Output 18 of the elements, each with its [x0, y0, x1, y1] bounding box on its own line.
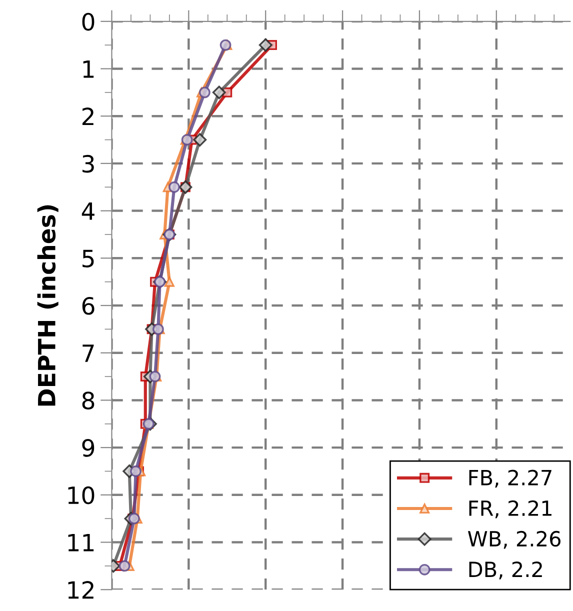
y-tick-label: 0: [82, 12, 94, 31]
y-tick-label: 6: [82, 296, 94, 315]
y-tick-label: 9: [82, 439, 94, 457]
y-axis-title: DEPTH (inches): [37, 205, 58, 406]
y-tick-label: 7: [82, 344, 94, 362]
y-tick-label: 3: [82, 154, 94, 173]
y-tick-label: 8: [82, 392, 94, 410]
y-tick-label: 11: [68, 534, 94, 552]
y-tick-label: 1: [83, 60, 94, 78]
legend-label: DB, 2.2: [469, 561, 542, 580]
legend-label: FR, 2.21: [469, 500, 552, 518]
y-tick-label: 2: [82, 108, 94, 126]
y-tick-label: 10: [68, 486, 94, 504]
y-tick-label: 5: [82, 250, 94, 268]
y-tick-label: 12: [68, 581, 94, 599]
legend-label: FB, 2.27: [469, 470, 552, 488]
legend-label: WB, 2.26: [468, 530, 560, 549]
y-tick-label: 4: [82, 202, 94, 220]
